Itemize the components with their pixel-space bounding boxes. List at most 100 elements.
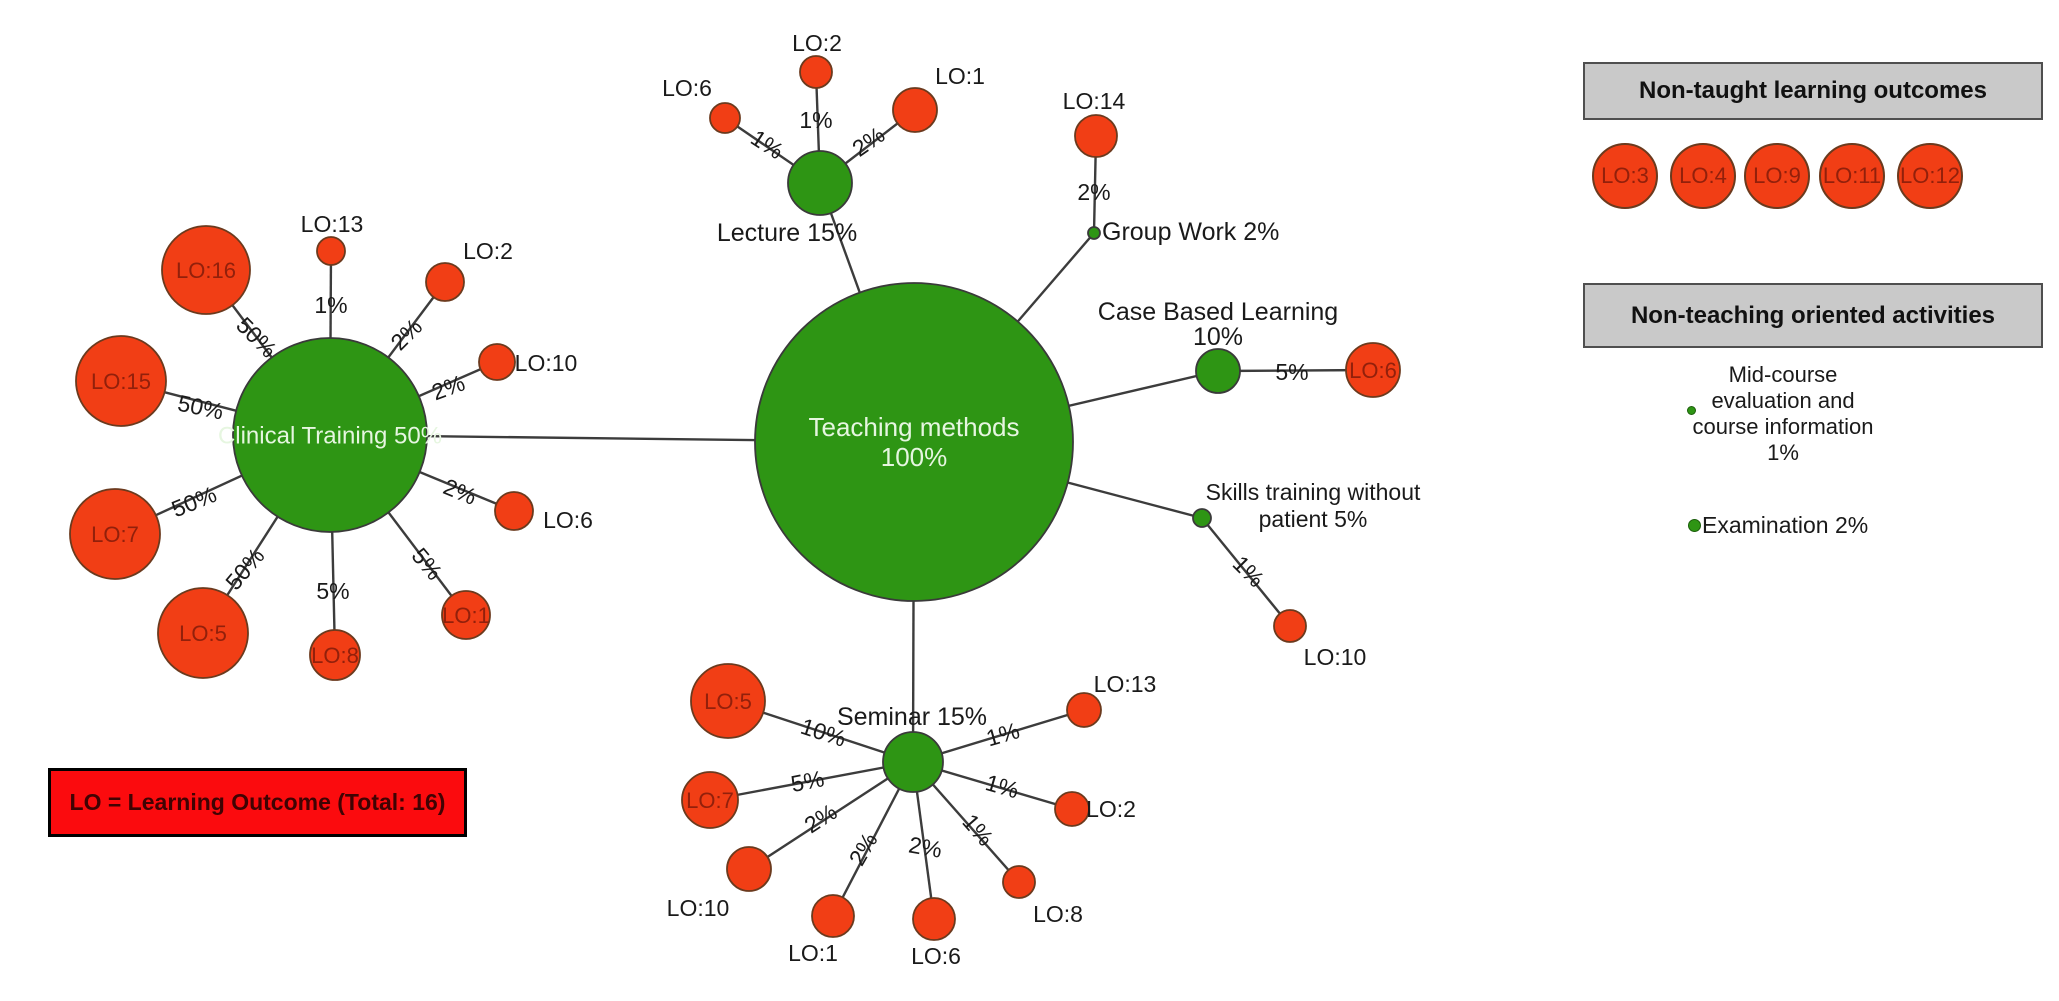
- lo-label-lo10s: LO:10: [1304, 644, 1367, 670]
- edge-pct-seminar-lo7s: 5%: [789, 765, 827, 797]
- panel-non-teaching-header: Non-teaching oriented activities: [1583, 283, 2043, 348]
- lo-node-lo10c: [478, 343, 516, 381]
- lo-node-lo10sm: [726, 846, 772, 892]
- lo-node-lo10s: [1273, 609, 1307, 643]
- lo-label-lo6c: LO:6: [543, 507, 593, 533]
- lo-label-lo15: LO:15: [91, 369, 151, 394]
- lo-node-lo14: [1074, 114, 1118, 158]
- lo-label-lo16: LO:16: [176, 258, 236, 283]
- edge-pct-seminar-lo8s: 1%: [957, 809, 998, 851]
- mid-course-line: evaluation and: [1711, 388, 1855, 413]
- lo-label-lo5s: LO:5: [704, 689, 752, 714]
- lo-label-lo13c: LO:13: [301, 211, 364, 237]
- lo-node-lo6l: [709, 102, 741, 134]
- edge-pct-clinical-lo6c: 2%: [440, 473, 481, 510]
- lo-label-lo1s: LO:1: [788, 940, 838, 966]
- hub-lecture: [787, 150, 853, 216]
- lo-node-lo7s: [681, 771, 739, 829]
- lo-node-lo6c: [494, 491, 534, 531]
- lo-node-lo16: [161, 225, 251, 315]
- non-taught-lo-circle: LO:12: [1897, 143, 1963, 209]
- examination-node-dot: [1688, 519, 1701, 532]
- lo-node-lo2s: [1054, 791, 1090, 827]
- hub-seminar: [882, 731, 944, 793]
- lo-label-lo10c: LO:10: [515, 350, 578, 376]
- non-taught-lo-circle: LO:11: [1819, 143, 1885, 209]
- non-taught-lo-label: LO:12: [1900, 163, 1960, 188]
- non-taught-lo-label: LO:9: [1753, 163, 1801, 188]
- lo-label-lo13s: LO:13: [1094, 671, 1157, 697]
- mid-course-line: course information: [1692, 414, 1874, 439]
- edge-pct-groupwork-lo14: 2%: [1077, 179, 1110, 205]
- edge-pct-lecture-lo2l: 1%: [799, 107, 832, 133]
- lo-node-lo7c: [69, 488, 161, 580]
- edge-pct-lecture-lo1l: 2%: [847, 121, 889, 161]
- edge-pct-seminar-lo13s: 1%: [983, 717, 1022, 751]
- edge-seminar-lo10sm: [748, 760, 914, 871]
- edge-pct-clinical-lo10c: 2%: [428, 370, 468, 406]
- edge-pct-clinical-lo15: 50%: [175, 390, 225, 425]
- lo-node-lo13c: [316, 236, 346, 266]
- lo-label-lo7c: LO:7: [91, 522, 139, 547]
- edge-pct-seminar-lo1s: 2%: [844, 828, 883, 870]
- hub-groupwork: [1087, 226, 1101, 240]
- non-taught-lo-circle: LO:9: [1744, 143, 1810, 209]
- edge-skills-lo10s: [1201, 517, 1291, 627]
- lo-node-lo2c: [425, 262, 465, 302]
- edge-pct-clinical-lo7c: 50%: [168, 481, 220, 522]
- edge-seminar-lo7s: [709, 760, 914, 802]
- panel-non-teaching-title: Non-teaching oriented activities: [1630, 301, 1996, 329]
- edge-pct-clinical-lo1c: 5%: [406, 543, 447, 585]
- hub-label-lecture: Lecture 15%: [717, 219, 857, 247]
- hub-label-seminar: Seminar 15%: [837, 703, 987, 731]
- non-taught-lo-label: LO:4: [1679, 163, 1727, 188]
- lo-node-lo1l: [892, 87, 938, 133]
- hub-label-casebased: 10%: [1193, 323, 1243, 351]
- lo-label-lo2c: LO:2: [463, 238, 513, 264]
- hub-label-groupwork: Group Work 2%: [1102, 218, 1279, 246]
- panel-non-taught-header: Non-taught learning outcomes: [1583, 62, 2043, 120]
- mid-course-line: 1%: [1767, 440, 1799, 465]
- lo-abbreviation-text: LO = Learning Outcome (Total: 16): [69, 789, 446, 815]
- non-taught-lo-circle: LO:4: [1670, 143, 1736, 209]
- lo-label-lo5c: LO:5: [179, 621, 227, 646]
- lo-node-lo6s: [912, 897, 956, 941]
- lo-node-lo1c: [441, 590, 491, 640]
- lo-abbreviation-note: LO = Learning Outcome (Total: 16): [48, 768, 467, 837]
- non-taught-lo-label: LO:11: [1822, 163, 1882, 188]
- lo-label-lo7s: LO:7: [686, 788, 734, 813]
- examination-label: Examination 2%: [1702, 512, 1869, 538]
- hub-clinical: [232, 337, 428, 533]
- hub-teaching: [754, 282, 1074, 602]
- edge-pct-seminar-lo6s: 2%: [907, 831, 944, 862]
- lo-node-lo1s: [811, 894, 855, 938]
- lo-label-lo14: LO:14: [1063, 88, 1126, 114]
- mid-course-line: Mid-course: [1728, 362, 1838, 387]
- non-taught-lo-circle: LO:3: [1592, 143, 1658, 209]
- edge-pct-clinical-lo2c: 2%: [385, 313, 427, 355]
- lo-label-lo1l: LO:1: [935, 63, 985, 89]
- hub-label-casebased: Case Based Learning: [1098, 298, 1338, 326]
- lo-node-lo8s: [1002, 865, 1036, 899]
- hub-label-teaching: 100%: [881, 442, 948, 472]
- lo-node-lo5s: [690, 663, 766, 739]
- edge-pct-clinical-lo5c: 50%: [220, 543, 270, 595]
- lo-label-lo8c: LO:8: [311, 643, 359, 668]
- lo-node-lo15: [75, 335, 167, 427]
- lo-label-lo8s: LO:8: [1033, 901, 1083, 927]
- hub-label-skills: patient 5%: [1259, 506, 1368, 532]
- hub-casebased: [1195, 348, 1241, 394]
- hub-label-teaching: Teaching methods: [808, 412, 1019, 442]
- lo-label-lo2s: LO:2: [1086, 796, 1136, 822]
- lo-node-lo13s: [1066, 692, 1102, 728]
- lo-label-lo6s: LO:6: [911, 943, 961, 969]
- edge-pct-casebased-lo6cb: 5%: [1275, 359, 1308, 385]
- edge-pct-seminar-lo2s: 1%: [983, 769, 1022, 803]
- lo-label-lo2l: LO:2: [792, 30, 842, 56]
- hub-skills: [1192, 508, 1212, 528]
- lo-label-lo6cb: LO:6: [1349, 358, 1397, 383]
- edge-pct-clinical-lo8c: 5%: [316, 578, 349, 604]
- edge-pct-clinical-lo13c: 1%: [314, 292, 347, 318]
- lo-label-lo1c: LO:1: [442, 603, 490, 628]
